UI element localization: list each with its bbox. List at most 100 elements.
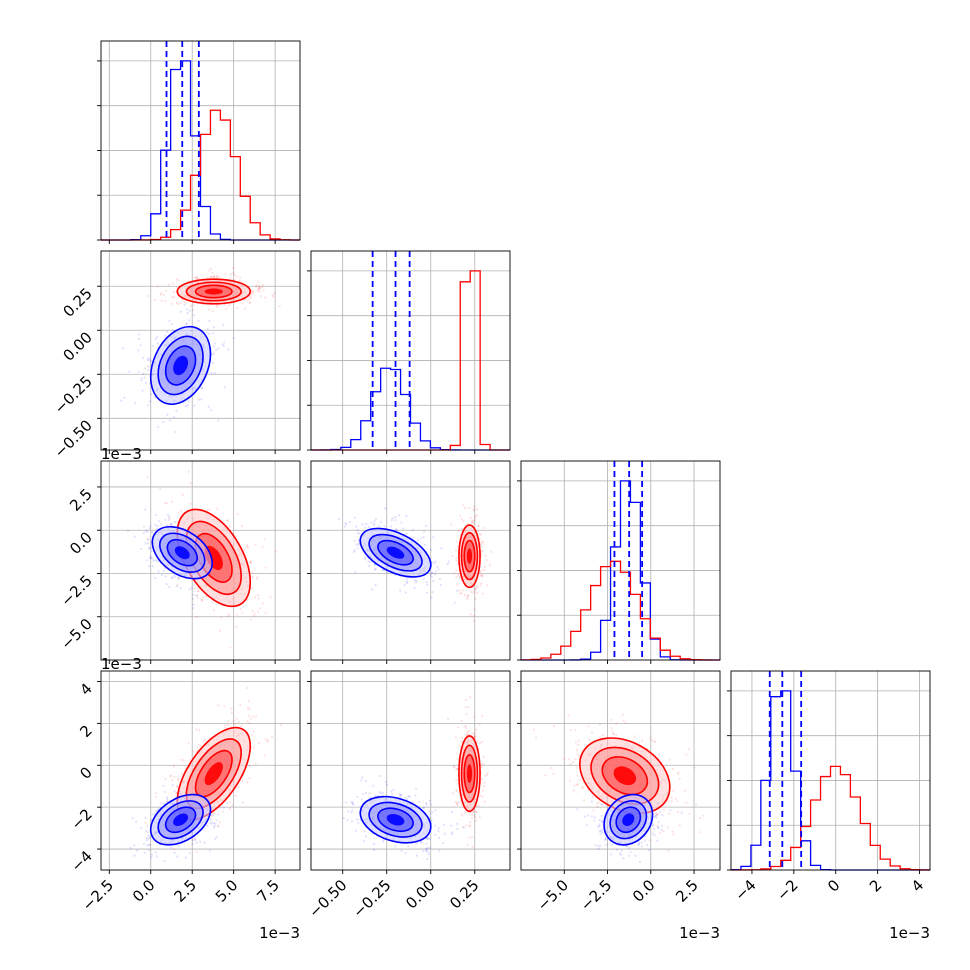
red-sample-point xyxy=(270,735,274,739)
hist-panel-2 xyxy=(517,460,721,661)
red-sample-point xyxy=(247,298,250,301)
blue-sample-point xyxy=(422,530,426,533)
blue-sample-point xyxy=(142,532,145,535)
blue-sample-point xyxy=(148,556,152,559)
blue-sample-point xyxy=(140,827,143,830)
red-sample-point xyxy=(474,737,477,740)
red-sample-point xyxy=(460,517,463,521)
red-sample-point xyxy=(662,808,665,811)
blue-sample-point xyxy=(162,802,165,805)
blue-sample-point xyxy=(356,529,359,532)
blue-sample-point xyxy=(363,556,366,559)
blue-sample-point xyxy=(143,376,146,379)
red-sample-point xyxy=(250,292,253,295)
red-sample-point xyxy=(255,285,258,288)
red-sample-point xyxy=(177,279,180,282)
blue-sample-point xyxy=(659,810,662,814)
blue-sample-point xyxy=(437,829,440,833)
red-sample-point xyxy=(462,503,465,506)
blue-sample-point xyxy=(146,824,149,827)
blue-sample-point xyxy=(148,564,151,568)
red-sample-point xyxy=(258,742,261,745)
red-sample-point xyxy=(467,594,470,597)
blue-sample-point xyxy=(191,607,194,610)
blue-sample-point xyxy=(147,365,150,368)
red-sample-point xyxy=(264,611,267,614)
red-sample-point xyxy=(176,777,180,780)
blue-sample-point xyxy=(361,523,364,526)
panel-frame xyxy=(310,250,511,451)
red-sample-point xyxy=(463,593,466,596)
red-sample-point xyxy=(195,850,198,854)
red-sample-point xyxy=(576,774,579,777)
blue-sample-point xyxy=(412,536,415,540)
blue-sample-point xyxy=(168,585,171,589)
blue-sample-point xyxy=(170,523,173,526)
blue-sample-point xyxy=(144,381,147,384)
red-sample-point xyxy=(235,306,238,310)
red-sample-point xyxy=(279,723,283,727)
blue-sample-point xyxy=(399,794,402,797)
blue-sample-point xyxy=(429,816,432,819)
red-sample-point xyxy=(578,778,582,782)
blue-sample-point xyxy=(424,848,428,851)
blue-sample-point xyxy=(425,524,428,528)
blue-sample-point xyxy=(374,794,377,798)
blue-sample-point xyxy=(156,342,159,345)
red-sample-point xyxy=(459,514,462,517)
red-sample-point xyxy=(212,275,215,278)
red-sample-point xyxy=(235,717,238,720)
red-sample-point xyxy=(473,516,477,520)
red-sample-point xyxy=(473,732,476,735)
red-sample-point xyxy=(568,779,572,782)
red-sample-point xyxy=(470,836,474,839)
red-sample-point xyxy=(184,301,187,305)
blue-sample-point xyxy=(149,557,153,560)
blue-sample-point xyxy=(367,560,370,563)
blue-sample-point xyxy=(601,820,604,823)
blue-sample-point xyxy=(135,849,139,852)
blue-sample-point xyxy=(123,396,126,399)
red-sample-point xyxy=(248,301,251,304)
red-sample-point xyxy=(175,791,178,795)
blue-sample-point xyxy=(356,532,359,535)
blue-sample-point xyxy=(437,568,440,571)
blue-sample-point xyxy=(353,549,356,552)
red-sample-point xyxy=(210,275,213,279)
blue-sample-point xyxy=(166,330,169,334)
red-sample-point xyxy=(199,744,202,748)
blue-density-fill xyxy=(174,546,190,560)
red-sample-point xyxy=(472,810,475,814)
red-sample-point xyxy=(451,791,454,795)
blue-sample-point xyxy=(381,840,385,843)
red-sample-point xyxy=(476,507,479,511)
red-sample-point xyxy=(453,765,456,769)
red-sample-point xyxy=(249,295,252,299)
red-sample-point xyxy=(187,470,190,473)
red-sample-point xyxy=(176,303,179,306)
blue-sample-point xyxy=(146,559,149,562)
red-sample-point xyxy=(650,739,653,742)
red-sample-point xyxy=(562,757,565,760)
red-sample-point xyxy=(271,294,274,297)
red-sample-point xyxy=(153,298,156,302)
red-sample-point xyxy=(256,576,259,579)
red-sample-point xyxy=(483,800,486,803)
red-sample-point xyxy=(479,570,482,573)
blue-sample-point xyxy=(170,523,173,526)
red-sample-point xyxy=(257,597,260,600)
red-sample-point xyxy=(674,797,677,800)
red-sample-point xyxy=(243,548,246,551)
red-sample-point xyxy=(261,545,264,549)
blue-contour xyxy=(159,532,206,573)
red-sample-point xyxy=(269,596,272,599)
blue-sample-point xyxy=(154,513,157,517)
blue-sample-point xyxy=(356,795,359,798)
red-sample-point xyxy=(173,775,176,779)
red-sample-point xyxy=(596,802,599,805)
blue-sample-point xyxy=(207,333,211,336)
blue-sample-point xyxy=(598,819,601,822)
red-sample-point xyxy=(249,618,253,621)
blue-sample-point xyxy=(429,573,432,576)
blue-sample-point xyxy=(393,845,397,848)
